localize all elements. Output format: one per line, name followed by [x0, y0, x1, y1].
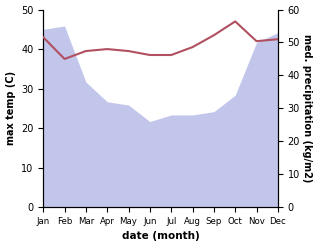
- X-axis label: date (month): date (month): [122, 231, 199, 242]
- Y-axis label: med. precipitation (kg/m2): med. precipitation (kg/m2): [302, 34, 313, 183]
- Y-axis label: max temp (C): max temp (C): [5, 71, 16, 145]
